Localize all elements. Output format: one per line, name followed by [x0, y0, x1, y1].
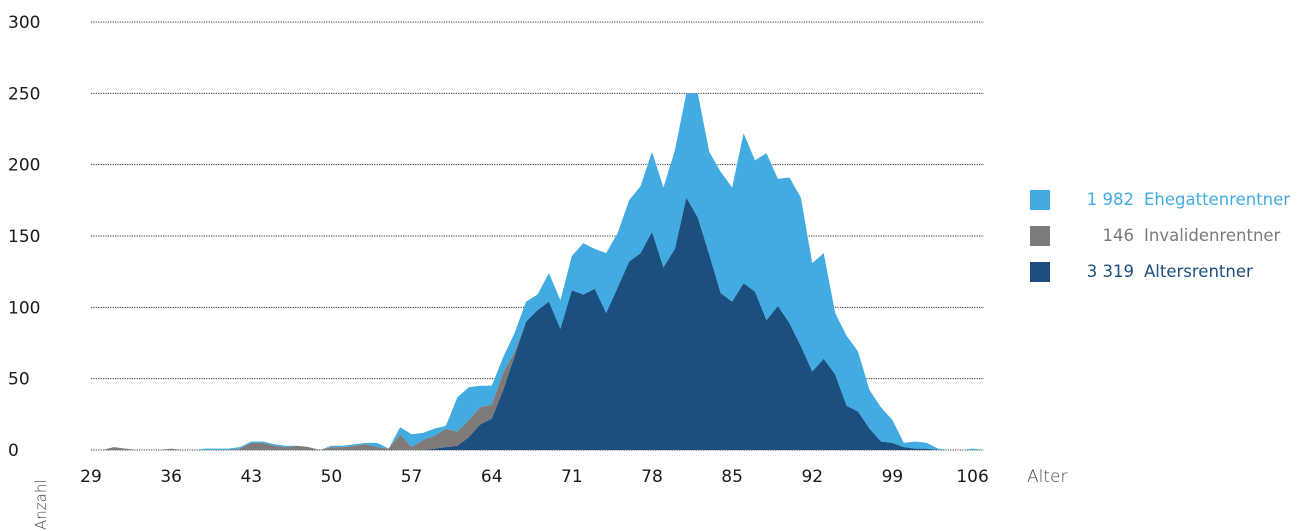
x-tick-label: 36: [160, 467, 182, 487]
legend-count-invalidenrentner: 146: [1102, 226, 1135, 245]
legend-item-invalidenrentner: 146 Invalidenrentner: [1030, 222, 1312, 258]
stacked-areas: [91, 93, 984, 450]
legend-item-altersrentner: 3 319 Altersrentner: [1030, 258, 1312, 294]
legend: 1 982 Ehegattenrentner 146 Invalidenrent…: [1030, 186, 1312, 294]
legend-name-invalidenrentner: Invalidenrentner: [1144, 226, 1281, 245]
legend-swatch-ehegattenrentner: [1030, 190, 1050, 210]
area-ehegattenrentner: [91, 93, 984, 450]
legend-item-ehegattenrentner: 1 982 Ehegattenrentner: [1030, 186, 1312, 222]
legend-name-ehegattenrentner: Ehegattenrentner: [1144, 190, 1291, 209]
legend-name-altersrentner: Altersrentner: [1144, 262, 1253, 281]
y-tick-label: 100: [8, 298, 40, 318]
x-tick-label: 92: [801, 467, 823, 487]
x-tick-label: 99: [882, 467, 904, 487]
x-tick-label: 78: [641, 467, 663, 487]
y-axis-label: Anzahl: [32, 479, 50, 530]
x-tick-label: 43: [240, 467, 262, 487]
x-tick-label: 106: [956, 467, 988, 487]
y-tick-label: 250: [8, 84, 40, 104]
y-tick-label: 150: [8, 227, 40, 247]
legend-swatch-invalidenrentner: [1030, 226, 1050, 246]
x-tick-label: 85: [721, 467, 743, 487]
x-tick-label: 57: [401, 467, 423, 487]
x-tick-label: 64: [481, 467, 503, 487]
y-tick-label: 50: [8, 370, 30, 390]
x-tick-label: 71: [561, 467, 583, 487]
x-axis-ticks: 29 36 43 50 57 64 71 78 85 92 99 106: [80, 467, 989, 487]
x-axis-label: Alter: [1027, 467, 1067, 487]
x-tick-label: 29: [80, 467, 102, 487]
legend-swatch-altersrentner: [1030, 262, 1050, 282]
legend-count-ehegattenrentner: 1 982: [1086, 190, 1134, 209]
area-altersrentner: [91, 197, 984, 450]
x-tick-label: 50: [321, 467, 343, 487]
y-tick-label: 0: [8, 441, 19, 461]
y-axis-ticks: 0 50 100 150 200 250 300: [8, 13, 40, 461]
legend-count-altersrentner: 3 319: [1086, 262, 1134, 281]
y-tick-label: 200: [8, 156, 40, 176]
y-tick-label: 300: [8, 13, 40, 33]
